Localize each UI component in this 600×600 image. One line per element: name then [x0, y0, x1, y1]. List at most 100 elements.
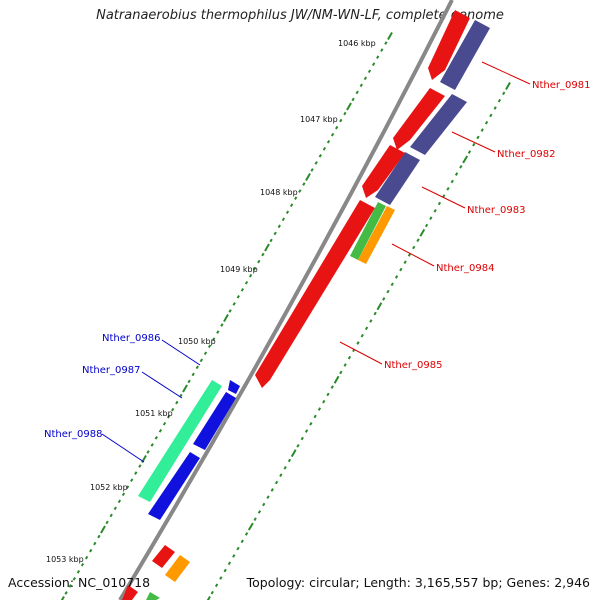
minor-tick	[76, 569, 81, 574]
minor-tick	[339, 118, 343, 123]
minor-tick	[162, 421, 167, 426]
minor-tick	[203, 351, 208, 356]
minor-tick	[269, 238, 273, 243]
minor-tick	[253, 266, 257, 271]
minor-tick	[330, 385, 334, 389]
rna-feature-orange[interactable]	[358, 206, 395, 264]
minor-tick	[476, 135, 480, 140]
minor-tick	[212, 337, 216, 341]
minor-tick	[166, 414, 171, 419]
minor-tick	[450, 179, 454, 184]
gene-label-nther-0981: Nther_0981	[532, 80, 590, 91]
major-tick	[505, 82, 511, 90]
gene-arrow-bottom-red[interactable]	[122, 585, 138, 600]
minor-tick	[373, 311, 377, 316]
gene-label-group: Nther_0981 Nther_0982 Nther_0983 Nther_0…	[44, 61, 590, 463]
minor-tick	[360, 333, 364, 338]
minor-tick	[270, 488, 274, 492]
minor-tick	[318, 154, 322, 158]
minor-tick	[356, 341, 360, 345]
minor-tick	[273, 231, 277, 236]
gene-label-nther-0986: Nther_0986	[102, 333, 160, 344]
gene-arrow-nther-0987[interactable]	[193, 392, 236, 450]
minor-tick	[130, 478, 134, 482]
gene-arrow-nther-0988[interactable]	[148, 452, 200, 520]
minor-tick	[236, 546, 240, 551]
rna-feature-green[interactable]	[350, 202, 386, 260]
gene-arrow[interactable]	[428, 10, 470, 80]
major-tick	[100, 525, 106, 534]
minor-tick	[489, 113, 493, 118]
tick-label: 1046 kbp	[338, 39, 376, 48]
gene-label-nther-0982: Nther_0982	[497, 149, 555, 160]
minor-tick	[472, 142, 476, 147]
minor-tick	[134, 471, 138, 475]
minor-tick	[121, 492, 126, 497]
minor-tick	[493, 106, 497, 110]
gene-label-nther-0984: Nther_0984	[436, 263, 494, 274]
minor-tick	[459, 165, 463, 169]
minor-tick	[386, 289, 390, 294]
genome-title: Natranaerobius thermophilus JW/NM-WN-LF,…	[96, 8, 504, 23]
minor-tick	[64, 591, 68, 595]
minor-tick	[355, 90, 359, 95]
minor-tick	[266, 495, 270, 500]
major-tick	[290, 449, 297, 458]
minor-tick	[390, 282, 394, 287]
minor-tick	[480, 128, 484, 132]
gene-arrow-bottom-green[interactable]	[146, 592, 160, 600]
minor-tick	[416, 238, 420, 243]
minor-tick	[80, 562, 85, 567]
major-tick	[206, 596, 211, 600]
gene-label-nther-0987: Nther_0987	[82, 365, 140, 376]
minor-tick	[214, 583, 219, 588]
major-tick	[305, 173, 311, 181]
minor-tick	[412, 245, 416, 250]
minor-tick	[309, 422, 313, 426]
minor-tick	[296, 443, 300, 448]
tick-labels: 1046 kbp 1047 kbp 1048 kbp 1049 kbp 1050…	[46, 39, 376, 564]
minor-tick	[274, 480, 279, 485]
minor-tick	[187, 379, 191, 384]
minor-tick	[138, 464, 142, 468]
purple-track-segment	[440, 20, 490, 90]
minor-tick	[240, 539, 244, 544]
gene-arrow[interactable]	[393, 88, 445, 150]
minor-tick	[257, 510, 262, 514]
minor-tick	[294, 196, 298, 200]
minor-tick	[300, 436, 304, 441]
purple-track-segment	[410, 94, 467, 155]
minor-tick	[283, 466, 287, 470]
minor-tick	[244, 532, 249, 536]
purple-track-segment	[375, 152, 420, 205]
minor-tick	[347, 355, 352, 360]
tick-label: 1049 kbp	[220, 265, 258, 274]
minor-tick	[351, 97, 355, 102]
minor-tick	[343, 363, 347, 367]
gene-arrow-nther-0985[interactable]	[255, 200, 375, 388]
minor-tick	[322, 399, 326, 404]
small-blue-arrow[interactable]	[228, 380, 240, 394]
tick-label: 1048 kbp	[260, 188, 298, 197]
minor-tick	[279, 473, 283, 477]
minor-tick	[240, 287, 245, 292]
gene-arrow-bottom-orange[interactable]	[165, 555, 190, 582]
minor-tick	[302, 182, 306, 186]
minor-tick	[314, 161, 318, 165]
minor-tick	[113, 506, 117, 511]
gene-arrow[interactable]	[362, 145, 405, 198]
minor-tick	[146, 450, 150, 454]
tick-label: 1053 kbp	[46, 555, 84, 564]
major-tick	[264, 243, 270, 252]
minor-tick	[277, 224, 281, 229]
gene-arrow-nther-0986[interactable]	[138, 380, 222, 502]
minor-tick	[154, 436, 158, 440]
major-tick	[387, 32, 393, 40]
minor-tick	[399, 267, 403, 272]
minor-tick	[467, 150, 472, 154]
minor-tick	[232, 554, 236, 558]
gene-arrow-bottom-red[interactable]	[152, 545, 175, 568]
minor-tick	[175, 400, 179, 405]
minor-tick	[433, 209, 437, 213]
